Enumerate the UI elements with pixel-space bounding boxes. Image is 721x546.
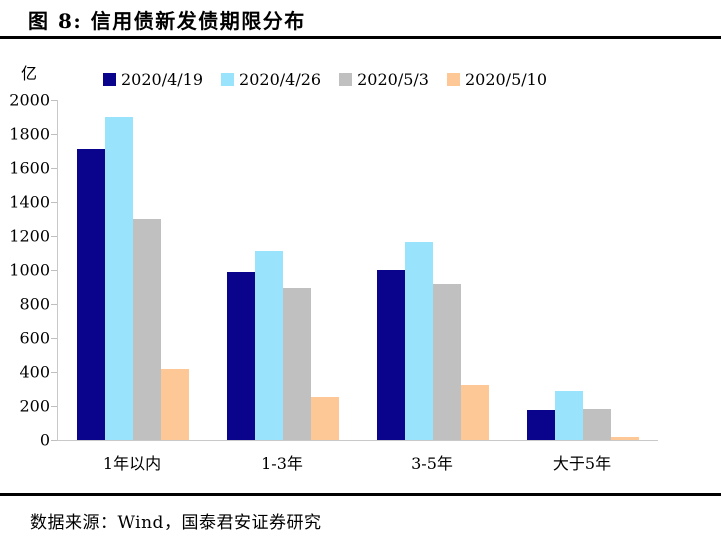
y-tick-mark: [51, 440, 57, 441]
bar-group: [358, 100, 508, 440]
y-tick-label: 200: [19, 396, 50, 416]
y-tick-label: 600: [19, 328, 50, 348]
plot-area: [57, 100, 658, 441]
figure-title: 图 8: 信用债新发债期限分布: [28, 9, 306, 33]
legend-color-swatch: [339, 73, 353, 86]
y-tick-label: 1800: [9, 124, 50, 144]
y-tick-mark: [51, 338, 57, 339]
y-tick-label: 1600: [9, 158, 50, 178]
legend-color-swatch: [221, 73, 235, 86]
y-tick-label: 2000: [9, 90, 50, 110]
bar-2020-4-26: [105, 117, 133, 440]
y-tick-mark: [51, 304, 57, 305]
x-category-label: 1年以内: [102, 454, 162, 473]
x-category-label: 大于5年: [552, 454, 612, 473]
y-tick-label: 1400: [9, 192, 50, 212]
source-divider: [0, 493, 721, 496]
y-tick-mark: [51, 134, 57, 135]
legend-color-swatch: [446, 73, 460, 86]
legend-item: 2020/5/3: [339, 70, 429, 89]
y-tick-label: 400: [19, 362, 50, 382]
bar-group: [508, 100, 658, 440]
bar-2020-5-10: [461, 384, 489, 440]
legend-item: 2020/4/19: [103, 70, 203, 89]
bar-2020-5-3: [133, 219, 161, 440]
legend-item: 2020/4/26: [221, 70, 321, 89]
bar-2020-5-10: [611, 436, 639, 440]
y-tick-mark: [51, 202, 57, 203]
bar-2020-4-19: [527, 410, 555, 440]
legend-label: 2020/5/3: [357, 70, 429, 89]
bar-2020-4-26: [405, 241, 433, 440]
y-axis-unit-label: 亿: [21, 64, 38, 83]
bar-2020-5-3: [583, 408, 611, 440]
y-tick-label: 1200: [9, 226, 50, 246]
y-tick-mark: [51, 372, 57, 373]
bar-2020-4-19: [377, 270, 405, 440]
bar-2020-5-3: [283, 287, 311, 440]
y-tick-mark: [51, 168, 57, 169]
x-category-label: 1-3年: [261, 454, 303, 473]
chart-legend: 2020/4/19 2020/4/26 2020/5/3 2020/5/10: [103, 70, 547, 89]
bar-2020-5-3: [433, 283, 461, 440]
bar-2020-5-10: [311, 396, 339, 440]
data-source: 数据来源：Wind，国泰君安证券研究: [30, 513, 322, 533]
legend-item: 2020/5/10: [446, 70, 547, 89]
x-axis: 1年以内 1-3年 3-5年 大于5年: [57, 450, 657, 474]
y-axis: 0 200 400 600 800 1000 1200 1400 1600 1800 2000: [0, 91, 57, 450]
y-tick-mark: [51, 100, 57, 101]
title-divider: [0, 36, 721, 39]
bar-2020-4-19: [77, 149, 105, 440]
bar-2020-4-26: [555, 390, 583, 440]
bar-2020-4-26: [255, 251, 283, 440]
x-category-label: 3-5年: [411, 454, 453, 473]
bar-group: [58, 100, 208, 440]
legend-label: 2020/5/10: [464, 70, 547, 89]
bar-2020-5-10: [161, 369, 189, 440]
y-tick-mark: [51, 270, 57, 271]
y-tick-label: 800: [19, 294, 50, 314]
bar-2020-4-19: [227, 271, 255, 440]
y-tick-mark: [51, 406, 57, 407]
legend-color-swatch: [103, 73, 116, 86]
legend-label: 2020/4/26: [239, 70, 322, 89]
bar-group: [208, 100, 358, 440]
y-tick-label: 0: [39, 430, 50, 450]
y-tick-label: 1000: [9, 260, 50, 280]
legend-label: 2020/4/19: [121, 70, 204, 89]
y-tick-mark: [51, 236, 57, 237]
